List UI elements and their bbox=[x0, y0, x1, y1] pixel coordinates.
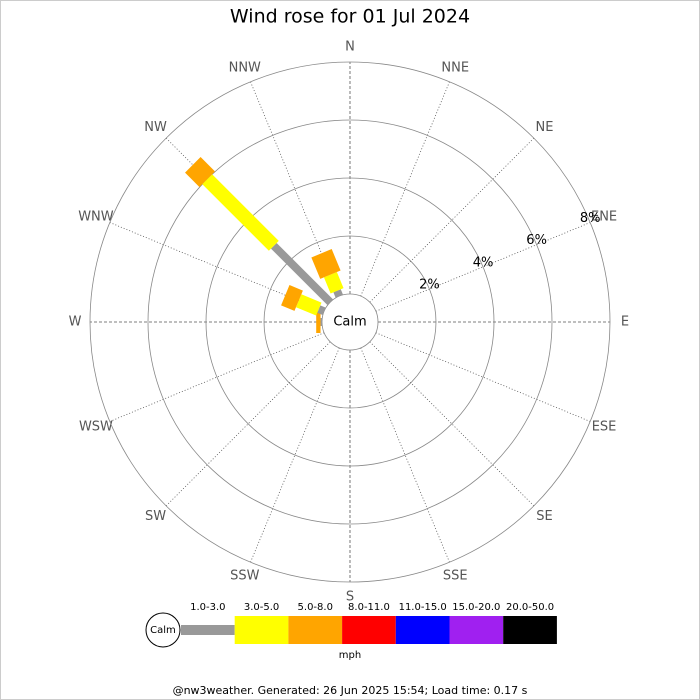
ring bbox=[89, 61, 611, 583]
calm-center bbox=[323, 295, 377, 349]
legend-swatch bbox=[234, 616, 289, 644]
speed-unit: mph bbox=[339, 650, 361, 661]
direction-label: ESE bbox=[592, 420, 617, 435]
direction-label: NE bbox=[535, 120, 553, 135]
direction-label: ENE bbox=[591, 209, 617, 224]
ring bbox=[205, 177, 495, 467]
bar-segment bbox=[202, 174, 279, 251]
direction-label: NNW bbox=[229, 60, 261, 75]
legend-swatch bbox=[288, 616, 343, 644]
direction-label: W bbox=[69, 315, 82, 330]
direction-label: E bbox=[621, 315, 629, 330]
legend-calm bbox=[145, 612, 181, 648]
calm-label: Calm bbox=[333, 315, 366, 330]
direction-label: WSW bbox=[79, 420, 113, 435]
r-tick-label: 6% bbox=[526, 233, 547, 248]
chart-title: Wind rose for 01 Jul 2024 bbox=[230, 6, 470, 28]
legend-swatch bbox=[503, 616, 557, 644]
direction-label: S bbox=[346, 590, 354, 605]
bar-segment bbox=[311, 249, 341, 279]
direction-label: NNE bbox=[441, 60, 469, 75]
legend-label: 1.0-3.0 bbox=[190, 602, 225, 613]
legend-label: 8.0-11.0 bbox=[348, 602, 390, 613]
direction-label: WNW bbox=[78, 209, 114, 224]
legend-swatch bbox=[449, 616, 504, 644]
direction-label: N bbox=[345, 40, 355, 55]
legend-label: 3.0-5.0 bbox=[244, 602, 279, 613]
footer: @nw3weather. Generated: 26 Jun 2025 15:5… bbox=[173, 684, 528, 697]
bar-segment bbox=[316, 311, 321, 333]
legend-swatch bbox=[181, 625, 235, 635]
bar-segment bbox=[320, 318, 322, 326]
bar-segment bbox=[317, 305, 326, 315]
bar-segment bbox=[270, 242, 334, 306]
r-tick-label: 8% bbox=[580, 211, 601, 226]
bar-segment bbox=[281, 285, 303, 311]
legend-label: 5.0-8.0 bbox=[298, 602, 333, 613]
r-tick-label: 4% bbox=[473, 255, 494, 270]
direction-label: SSW bbox=[230, 569, 260, 584]
r-tick-label: 2% bbox=[419, 278, 440, 293]
legend-swatch bbox=[342, 616, 396, 644]
legend-swatch bbox=[395, 616, 450, 644]
bar-segment bbox=[185, 157, 215, 187]
bar-segment bbox=[323, 272, 344, 294]
bar-segment bbox=[333, 289, 343, 298]
legend-label: 20.0-50.0 bbox=[506, 602, 554, 613]
ring bbox=[263, 235, 437, 409]
direction-label: NW bbox=[144, 120, 167, 135]
legend-label: 15.0-20.0 bbox=[452, 602, 500, 613]
legend-calm-label: Calm bbox=[150, 625, 176, 636]
direction-label: SSE bbox=[443, 569, 468, 584]
legend-label: 11.0-15.0 bbox=[399, 602, 447, 613]
direction-label: SW bbox=[145, 509, 166, 524]
direction-label: SE bbox=[536, 509, 552, 524]
ring bbox=[147, 119, 553, 525]
bar-segment bbox=[295, 294, 322, 316]
